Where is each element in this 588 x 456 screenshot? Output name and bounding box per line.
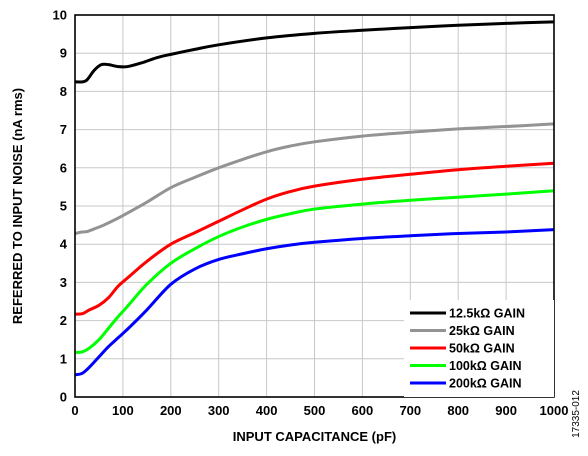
y-tick-label: 10 [53, 8, 67, 23]
x-tick-label: 600 [352, 403, 374, 418]
series-lines [74, 20, 555, 377]
x-tick-label: 0 [71, 403, 78, 418]
x-tick-label: 1000 [540, 403, 569, 418]
legend-label: 25kΩ GAIN [449, 324, 515, 338]
series-line-1 [74, 122, 555, 235]
y-tick-label: 2 [60, 313, 67, 328]
y-tick-label: 0 [60, 390, 67, 405]
x-tick-label: 500 [304, 403, 326, 418]
y-tick-label: 7 [60, 122, 67, 137]
legend-label: 200kΩ GAIN [449, 377, 522, 391]
y-tick-label: 6 [60, 160, 67, 175]
y-tick-label: 5 [60, 199, 67, 214]
y-axis-title: REFERRED TO INPUT NOISE (nA rms) [10, 88, 25, 324]
series-line-2 [74, 161, 555, 316]
x-tick-label: 100 [112, 403, 134, 418]
tick-labels: 0 100 200 300 400 500 600 700 800 900 1000 0 1 2 3 4 5 6 7… [53, 8, 569, 419]
x-tick-label: 300 [208, 403, 230, 418]
grid [75, 15, 554, 397]
figure-id: 17335-012 [571, 390, 582, 438]
legend-label: 100kΩ GAIN [449, 359, 522, 373]
legend-label: 50kΩ GAIN [449, 342, 515, 356]
legend-label: 12.5kΩ GAIN [449, 307, 525, 321]
x-tick-label: 700 [399, 403, 421, 418]
series-line-3 [74, 189, 555, 354]
y-tick-label: 4 [60, 237, 68, 252]
x-tick-label: 400 [256, 403, 278, 418]
plot-frame [74, 14, 555, 398]
x-axis-title: INPUT CAPACITANCE (pF) [233, 429, 396, 444]
y-tick-label: 1 [60, 351, 67, 366]
x-tick-label: 900 [495, 403, 517, 418]
y-tick-label: 8 [60, 84, 67, 99]
x-tick-label: 800 [447, 403, 469, 418]
legend: 12.5kΩ GAIN 25kΩ GAIN 50kΩ GAIN 100kΩ GAIN 2… [404, 300, 554, 397]
series-line-4 [74, 228, 555, 377]
series-line-0 [74, 20, 555, 84]
y-tick-label: 9 [60, 46, 67, 61]
x-tick-label: 200 [160, 403, 182, 418]
y-tick-label: 3 [60, 275, 67, 290]
